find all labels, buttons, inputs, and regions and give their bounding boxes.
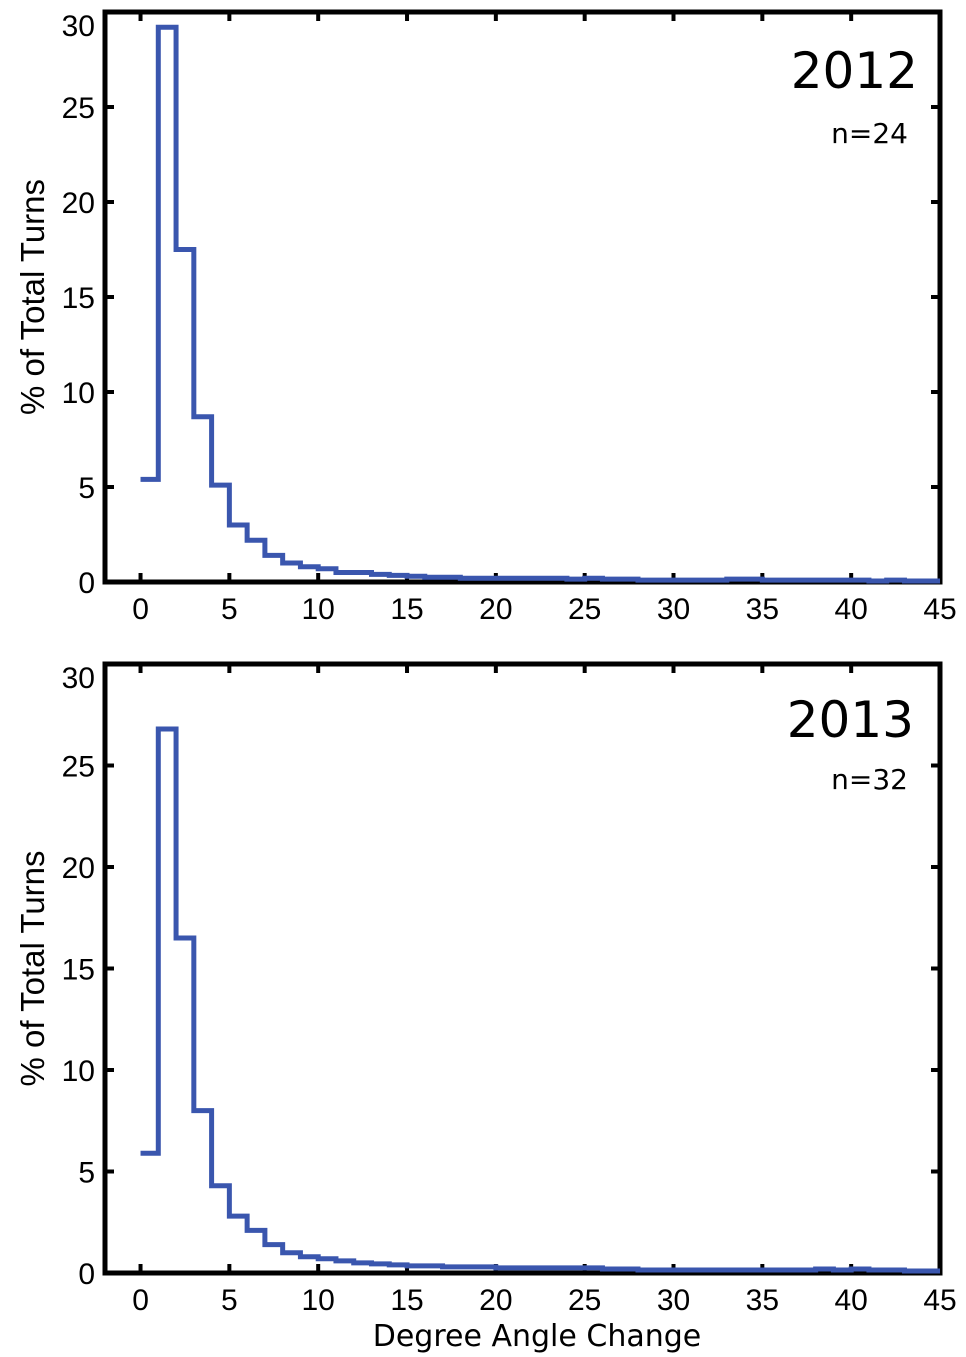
y-tick-label: 25 [62, 751, 95, 784]
x-tick-label: 15 [390, 1284, 423, 1317]
histogram-step-line [140, 24, 940, 584]
y-axis-label: % of Total Turns [14, 179, 51, 415]
x-tick-label: 25 [568, 1284, 601, 1317]
x-tick-label: 5 [221, 593, 238, 626]
x-tick-label: 10 [302, 1284, 335, 1317]
x-tick-label: 25 [568, 593, 601, 626]
sample-size-annotation: n=24 [831, 117, 908, 150]
x-tick-label: 45 [923, 1284, 956, 1317]
x-tick-label: 40 [834, 593, 867, 626]
x-tick-label: 10 [302, 593, 335, 626]
y-tick-label: 10 [62, 1055, 95, 1088]
x-tick-label: 30 [657, 1284, 690, 1317]
y-tick-label: 20 [62, 852, 95, 885]
y-axis-label: % of Total Turns [14, 850, 51, 1086]
y-tick-label: 30 [62, 662, 95, 695]
year-annotation: 2012 [791, 42, 918, 100]
x-tick-label: 20 [479, 1284, 512, 1317]
y-tick-label: 0 [78, 567, 95, 600]
histogram-step-line [140, 726, 940, 1274]
x-tick-label: 40 [834, 1284, 867, 1317]
y-tick-label: 15 [62, 954, 95, 987]
panel-2012: 0 5 10 15 20 25 30 35 40 45 0 5 10 15 20 25 30 % of Total… [14, 9, 957, 626]
x-tick-label: 45 [923, 593, 956, 626]
x-tick-label: 35 [746, 1284, 779, 1317]
x-tick-label: 0 [132, 593, 149, 626]
y-tick-label: 30 [62, 10, 95, 43]
y-tick-label: 20 [62, 187, 95, 220]
y-tick-label: 25 [62, 92, 95, 125]
y-tick-label: 5 [78, 1157, 95, 1190]
x-tick-label: 15 [390, 593, 423, 626]
y-tick-label: 0 [78, 1258, 95, 1291]
y-tick-label: 5 [78, 472, 95, 505]
y-tick-label: 15 [62, 282, 95, 315]
x-axis-label: Degree Angle Change [373, 1319, 702, 1354]
x-tick-label: 0 [132, 1284, 149, 1317]
x-tick-label: 5 [221, 1284, 238, 1317]
sample-size-annotation: n=32 [831, 763, 908, 796]
y-tick-label: 10 [62, 377, 95, 410]
plot-frame [102, 661, 943, 1276]
x-tick-label: 30 [657, 593, 690, 626]
panel-2013: 0 5 10 15 20 25 30 35 40 45 0 5 10 15 20 25 30 % of Total… [14, 661, 957, 1354]
year-annotation: 2013 [787, 691, 914, 749]
x-tick-label: 20 [479, 593, 512, 626]
x-tick-label: 35 [746, 593, 779, 626]
